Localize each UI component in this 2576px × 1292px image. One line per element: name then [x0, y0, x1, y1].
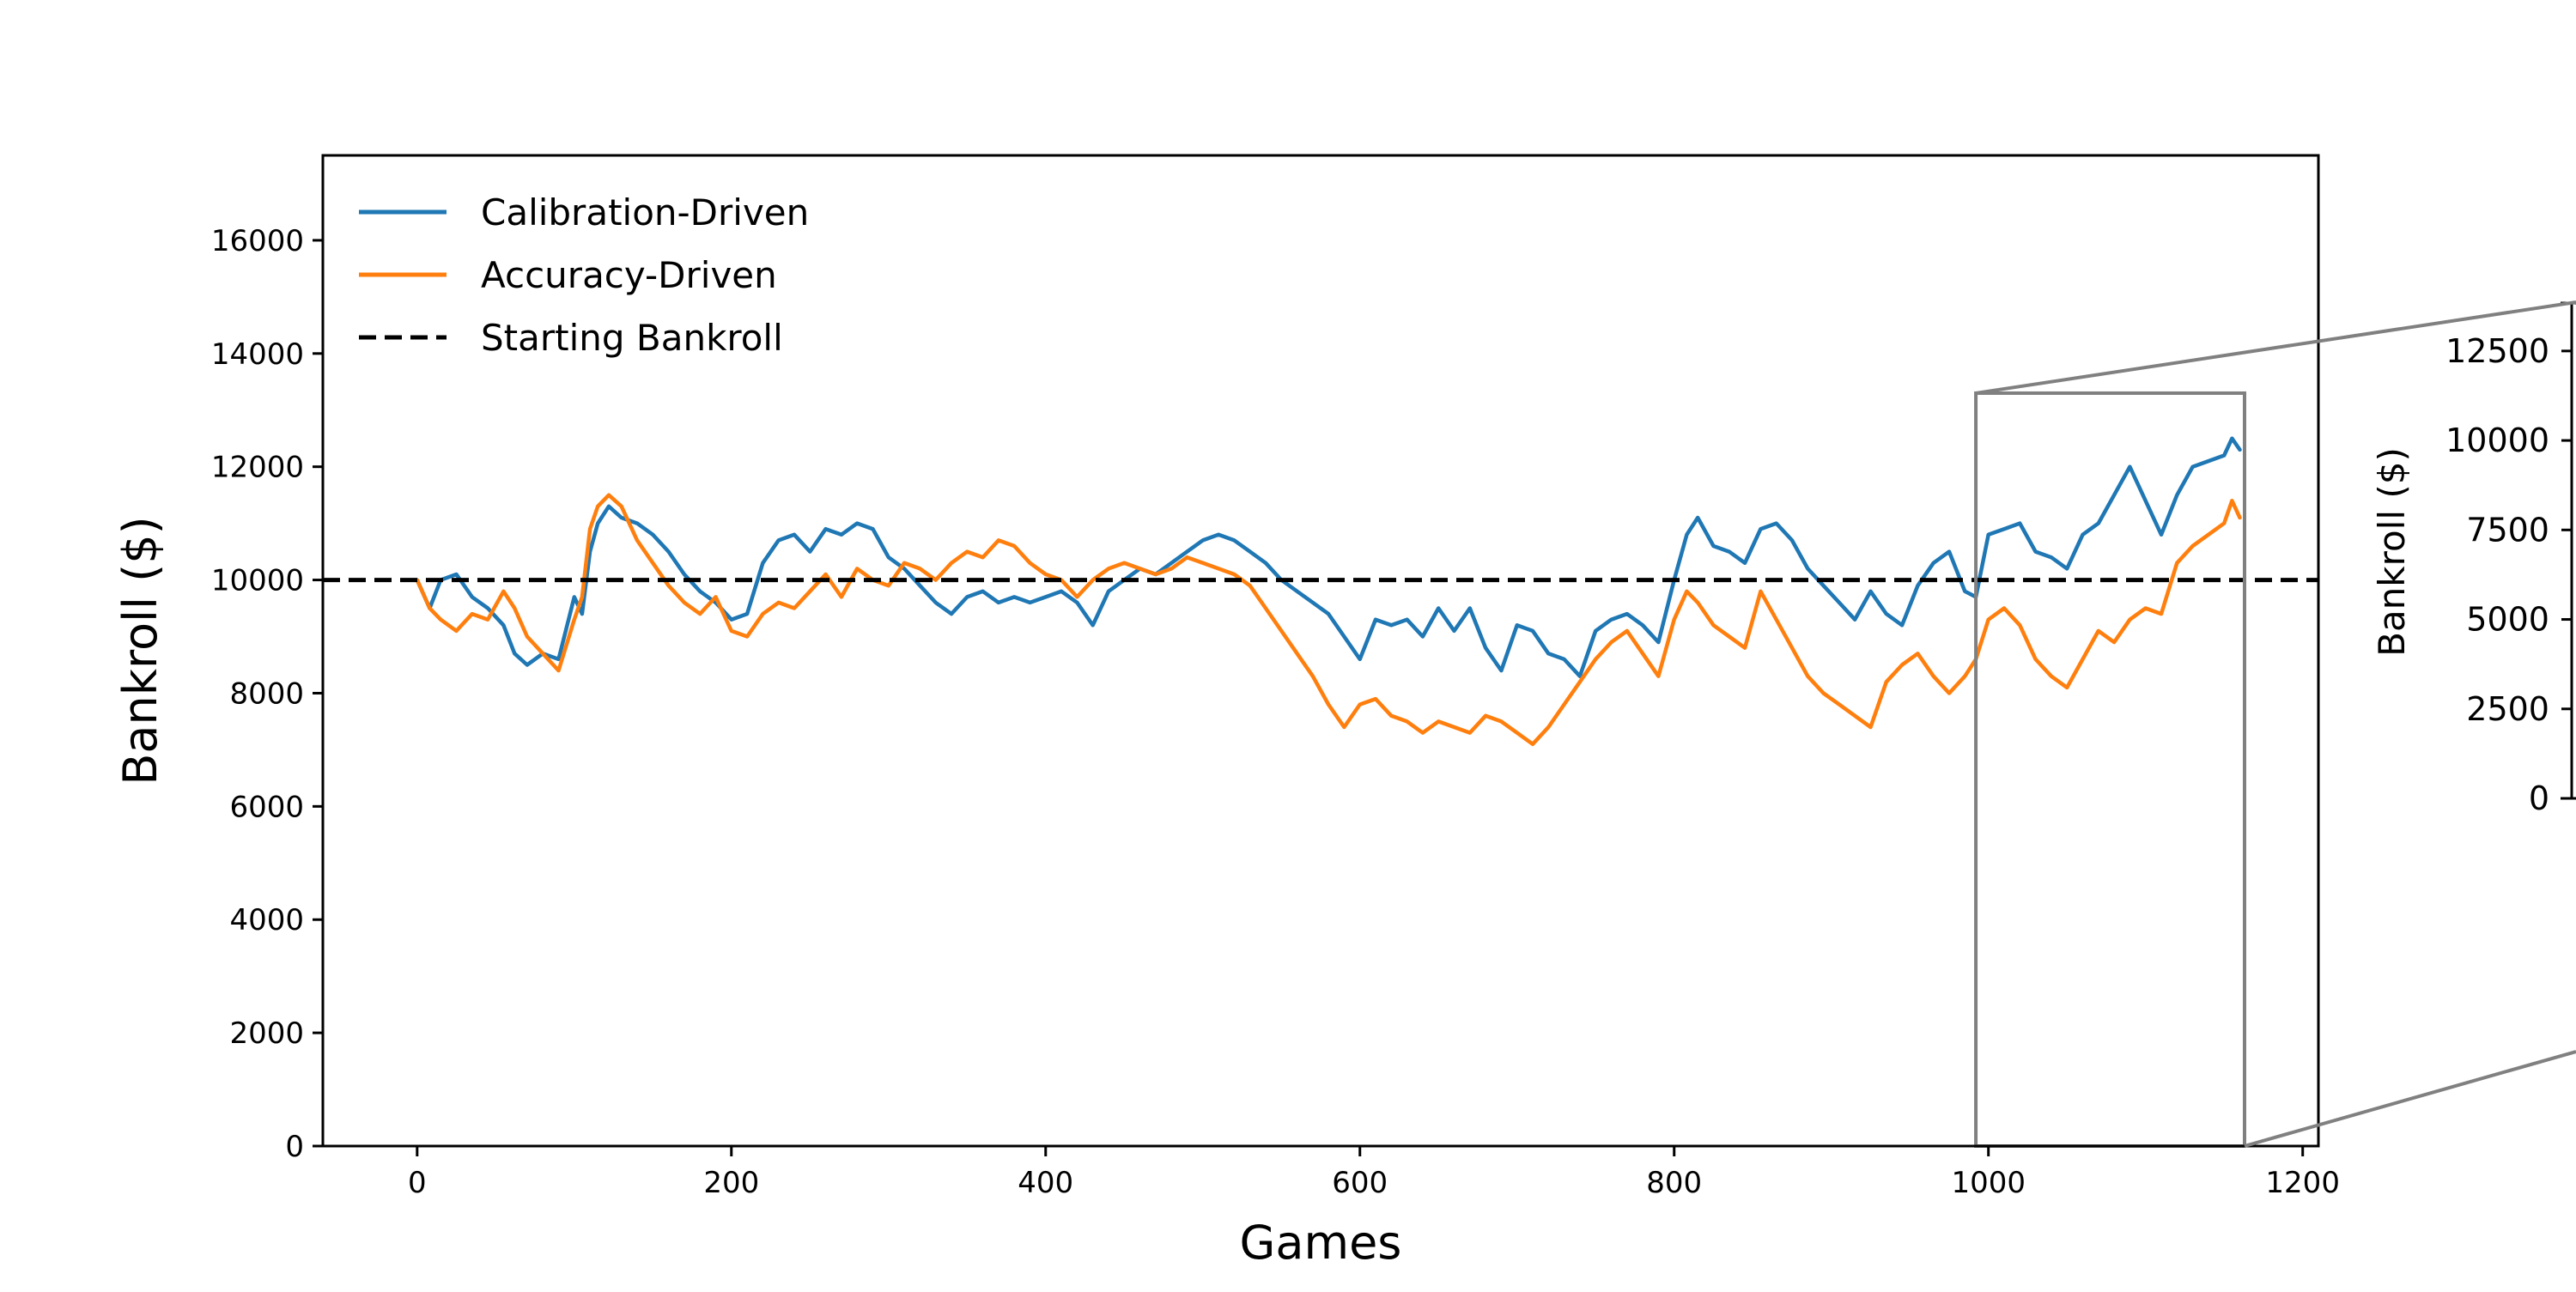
y-axis-label: Bankroll ($) [113, 516, 167, 785]
inset-axis: 0 2500 5000 7500 10000 12500 Bankroll ($) [1975, 300, 2576, 1148]
series-group [323, 436, 2318, 747]
x-tick-label: 800 [1646, 1166, 1702, 1200]
inset-tick-label: 7500 [2466, 511, 2549, 549]
x-tick-label: 400 [1018, 1166, 1073, 1200]
plot-area: 0 200 400 600 800 1000 12000200040006000800010… [113, 154, 2340, 1270]
y-tick-label: 0 [285, 1130, 304, 1164]
x-axis-label: Games [1240, 1216, 1402, 1270]
x-tick-label: 600 [1332, 1166, 1388, 1200]
series-line-accuracy [415, 493, 2242, 747]
zoom-connector-top [1975, 300, 2576, 395]
y-tick-label: 10000 [211, 564, 304, 598]
inset-tick-label: 2500 [2466, 690, 2549, 728]
x-tick-label: 0 [408, 1166, 427, 1200]
series-line-calibration [415, 436, 2242, 678]
zoom-connector-bottom [2244, 1050, 2576, 1148]
y-tick-label: 12000 [211, 451, 304, 485]
y-tick-label: 14000 [211, 337, 304, 372]
axes-frame [321, 154, 2320, 1148]
legend-label: Calibration-Driven [481, 191, 809, 234]
inset-y-axis-label: Bankroll ($) [2371, 447, 2413, 657]
legend-label: Starting Bankroll [481, 317, 783, 359]
inset-tick-label: 0 [2529, 779, 2549, 817]
y-tick-label: 6000 [229, 790, 304, 824]
legend-label: Accuracy-Driven [481, 254, 777, 296]
y-tick-label: 8000 [229, 676, 304, 711]
x-tick-label: 1000 [1951, 1166, 2026, 1200]
y-tick-label: 16000 [211, 224, 304, 258]
inset-tick-label: 12500 [2445, 332, 2549, 370]
x-tick-label: 1200 [2265, 1166, 2340, 1200]
inset-tick-label: 10000 [2445, 422, 2549, 459]
x-tick-label: 200 [703, 1166, 759, 1200]
y-tick-label: 4000 [229, 903, 304, 937]
inset-tick-label: 5000 [2466, 601, 2549, 639]
y-tick-label: 2000 [229, 1016, 304, 1051]
